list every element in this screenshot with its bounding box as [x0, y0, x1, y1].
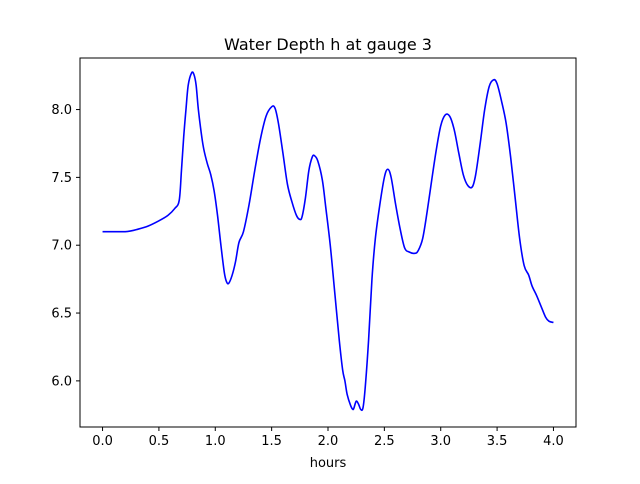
y-tick-label: 8.0 [51, 103, 72, 118]
series-layer [102, 71, 554, 412]
x-tick-label: 1.5 [261, 434, 282, 449]
plot-area-frame [79, 57, 577, 428]
y-tick-label: 7.0 [51, 239, 72, 254]
ticks-layer: 0.0 0.5 1.0 1.5 2.0 2.5 3.0 3.5 4.0 6.0 6.5 7.0 7.5 8… [51, 103, 563, 449]
y-tick-label: 6.5 [51, 307, 72, 322]
x-tick-label: 2.5 [374, 434, 395, 449]
x-tick-label: 3.5 [487, 434, 508, 449]
x-tick-label: 1.0 [205, 434, 226, 449]
x-tick-label: 2.0 [318, 434, 339, 449]
x-tick-label: 3.0 [430, 434, 451, 449]
x-tick-label: 4.0 [543, 434, 564, 449]
series-line [102, 71, 554, 412]
x-tick-label: 0.5 [149, 434, 170, 449]
y-tick-label: 7.5 [51, 171, 72, 186]
x-axis-label: hours [310, 456, 347, 471]
x-tick-label: 0.0 [92, 434, 113, 449]
chart-title: Water Depth h at gauge 3 [224, 35, 432, 54]
y-tick-label: 6.0 [51, 374, 72, 389]
